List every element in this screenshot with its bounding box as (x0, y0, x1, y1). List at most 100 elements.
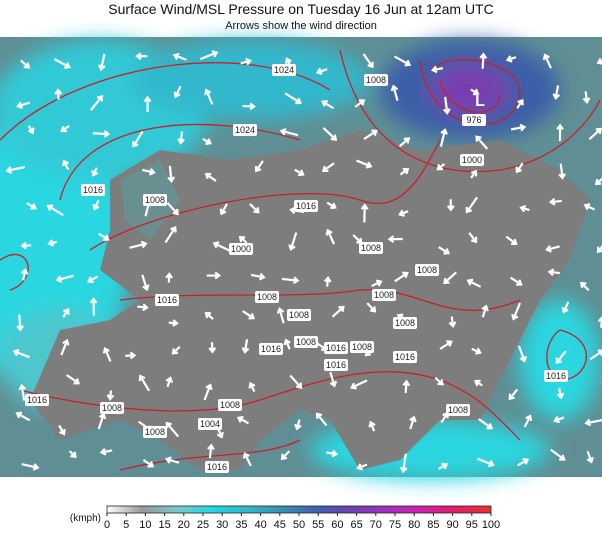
wind-arrow (236, 415, 250, 425)
wind-arrow (68, 450, 77, 459)
isobar-label-bg (324, 342, 348, 354)
wind-arrow (62, 308, 70, 318)
wind-arrow (523, 414, 533, 428)
wind-arrow (165, 421, 180, 438)
colorbar-tick-label: 70 (370, 519, 382, 531)
wind-arrow (206, 271, 222, 280)
isobar-label-bg (294, 200, 318, 212)
isobar-label-bg (446, 404, 470, 416)
isobar-label-bg (294, 336, 318, 348)
wind-arrow (511, 302, 522, 321)
wind-arrow (138, 374, 151, 392)
wind-arrow (137, 303, 149, 312)
wind-arrow (409, 415, 417, 430)
wind-arrow (166, 202, 179, 216)
wind-arrow (294, 168, 305, 177)
wind-arrow (542, 53, 552, 69)
isobar-label: 1000 (462, 155, 482, 165)
colorbar-tick-label: 15 (158, 519, 170, 531)
colorbar-tick-label: 80 (408, 519, 420, 531)
isobar-label: 1016 (157, 295, 177, 305)
wind-arrow (208, 342, 217, 354)
isobar-label: 1016 (326, 343, 346, 353)
wind-arrow (248, 381, 256, 393)
wind-arrow (58, 424, 66, 436)
wind-arrow (62, 159, 70, 171)
wind-arrow (204, 311, 214, 320)
colorbar-tick-label: 55 (312, 519, 324, 531)
wind-arrow (390, 84, 399, 101)
wind-arrow (53, 58, 71, 69)
wind-arrow (20, 268, 29, 281)
wind-arrow (315, 412, 328, 427)
wind-arrow (279, 127, 299, 137)
colorbar-tick-label: 50 (293, 519, 305, 531)
wind-arrow (16, 101, 31, 109)
wind-arrow (219, 203, 229, 216)
wind-arrow (47, 239, 58, 247)
wind-arrow (177, 131, 185, 145)
wind-arrow (91, 167, 99, 177)
wind-arrow (510, 123, 527, 132)
isobar-label: 1016 (326, 360, 346, 370)
wind-arrow (402, 379, 411, 394)
wind-arrow (322, 127, 338, 141)
wind-arrow (438, 462, 449, 470)
wind-arrow (583, 203, 595, 211)
wind-arrow (98, 232, 110, 242)
wind-arrow (168, 319, 179, 327)
wind-arrow (323, 275, 332, 287)
wind-arrow (131, 130, 144, 148)
wind-arrow (102, 346, 112, 362)
wind-arrow (517, 345, 527, 363)
isobar-label: 1016 (296, 201, 316, 211)
wind-arrow (15, 411, 31, 422)
isobar-label: 1016 (83, 185, 103, 195)
wind-arrow (142, 459, 155, 468)
isobar-label-bg (393, 317, 417, 329)
wind-arrow (325, 228, 336, 245)
wind-arrow (387, 235, 403, 244)
isobar-label: 1008 (289, 310, 309, 320)
colorbar-tick-label: 0 (104, 519, 110, 531)
wind-arrow (89, 94, 104, 111)
wind-arrow (479, 52, 488, 69)
wind-arrow (171, 345, 181, 355)
wind-arrow (12, 348, 30, 359)
wind-arrow (165, 376, 174, 388)
colorbar-tick-label: 40 (254, 519, 266, 531)
isobar-label: 1008 (395, 318, 415, 328)
wind-arrow (280, 450, 291, 461)
isobar-label: 1008 (257, 292, 277, 302)
wind-arrow (582, 91, 591, 104)
wind-arrow (363, 129, 378, 140)
wind-arrow (326, 449, 339, 458)
wind-arrow (26, 202, 37, 210)
wind-arrow (468, 232, 478, 244)
wind-arrow (548, 197, 562, 206)
wind-arrow (550, 448, 566, 461)
wind-arrow (558, 163, 566, 180)
isobar-label-bg (544, 370, 568, 382)
wind-arrow (5, 165, 26, 174)
wind-arrow (556, 388, 565, 400)
isobar-label-bg (229, 243, 253, 255)
wind-arrow (552, 85, 561, 100)
wind-arrow (561, 301, 570, 314)
wind-arrow (20, 241, 32, 250)
wind-arrow (474, 379, 483, 387)
wind-arrow (55, 274, 74, 283)
isobar-label: 1016 (27, 395, 47, 405)
subtitle: Arrows show the wind direction (225, 20, 377, 32)
wind-arrow (439, 128, 448, 147)
wind-arrow (596, 239, 602, 254)
wind-arrow (172, 52, 187, 61)
wind-arrow (505, 55, 517, 63)
wind-arrow (430, 65, 444, 74)
colorbar-tick-label: 45 (274, 519, 286, 531)
wind-arrow (89, 297, 98, 316)
wind-arrow (254, 160, 264, 173)
wind-arrow (470, 169, 478, 179)
wind-arrow (399, 453, 408, 474)
